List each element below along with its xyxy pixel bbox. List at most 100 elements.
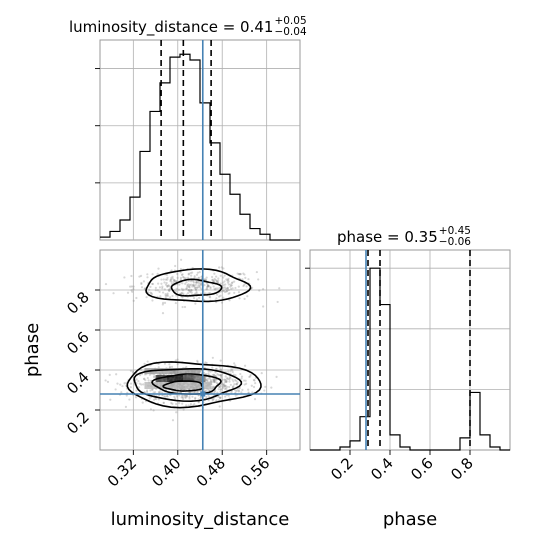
sample-point <box>192 284 195 287</box>
sample-point <box>228 385 231 389</box>
sample-point <box>164 395 167 398</box>
sample-point <box>248 375 251 379</box>
sample-point <box>231 386 235 389</box>
sample-point <box>278 287 281 290</box>
sample-point <box>169 278 172 281</box>
sample-point <box>237 291 241 294</box>
sample-point <box>219 274 222 277</box>
sample-point <box>246 295 249 298</box>
sample-point <box>189 290 192 294</box>
sample-point <box>205 282 209 285</box>
sample-point <box>162 291 165 294</box>
sample-point <box>234 374 237 377</box>
sample-point <box>185 404 188 407</box>
sample-point <box>180 258 183 261</box>
sample-point <box>123 382 126 385</box>
sample-point <box>219 374 223 377</box>
sample-point <box>192 281 196 284</box>
sample-point <box>191 271 194 274</box>
sample-point <box>167 284 170 287</box>
sample-point <box>173 279 176 282</box>
sample-point <box>171 275 174 278</box>
title-upper-error: +0.05 <box>274 15 306 27</box>
sample-point <box>227 283 230 286</box>
sample-point <box>227 277 230 280</box>
sample-point <box>219 294 222 297</box>
sample-point <box>193 391 196 394</box>
sample-point <box>206 286 209 289</box>
sample-point <box>157 267 160 270</box>
sample-point <box>178 394 181 397</box>
sample-point <box>238 297 241 300</box>
sample-point <box>186 395 189 398</box>
sample-point <box>168 289 171 292</box>
sample-point <box>168 365 172 368</box>
sample-point <box>204 278 208 281</box>
sample-point <box>227 292 230 295</box>
density-contour <box>145 268 252 303</box>
sample-point <box>181 395 184 398</box>
sample-point <box>165 394 169 398</box>
x-tick-label: 0.48 <box>193 454 229 490</box>
sample-point <box>198 296 201 299</box>
sample-point <box>196 359 199 362</box>
sample-point <box>169 279 172 283</box>
sample-point <box>211 380 214 384</box>
sample-point <box>227 289 230 292</box>
sample-point <box>125 394 128 397</box>
sample-point <box>253 398 257 401</box>
sample-point <box>168 363 171 366</box>
x-tick-label: 0.4 <box>367 454 397 484</box>
sample-point <box>195 273 199 276</box>
sample-point <box>196 390 200 393</box>
sample-point <box>189 391 192 394</box>
sample-point <box>196 391 199 394</box>
sample-point <box>154 286 157 289</box>
sample-point <box>139 274 143 277</box>
sample-point <box>203 284 206 287</box>
sample-point <box>240 377 243 380</box>
sample-point <box>215 279 218 283</box>
sample-point <box>249 375 252 378</box>
sample-point <box>190 274 193 277</box>
sample-point <box>182 275 185 279</box>
sample-point <box>132 287 135 291</box>
sample-point <box>151 282 155 286</box>
sample-point <box>185 394 188 398</box>
sample-point <box>135 378 138 381</box>
sample-point <box>162 278 165 281</box>
sample-point <box>186 292 190 295</box>
sample-point <box>194 288 198 291</box>
sample-point <box>236 381 239 384</box>
sample-point <box>247 388 250 391</box>
sample-point <box>221 385 224 388</box>
sample-point <box>219 368 222 371</box>
sample-point <box>230 284 233 287</box>
sample-point <box>209 286 212 289</box>
sample-point <box>189 280 193 283</box>
sample-point <box>231 385 234 389</box>
density-cell <box>183 375 195 382</box>
sample-point <box>145 390 149 394</box>
sample-point <box>193 276 196 279</box>
sample-point <box>178 402 181 405</box>
sample-point <box>174 359 177 362</box>
sample-point <box>244 379 247 382</box>
sample-point <box>185 366 188 369</box>
y-tick-label: 0.2 <box>63 408 93 438</box>
sample-point <box>188 286 191 289</box>
density-contour <box>126 361 262 409</box>
sample-point <box>213 379 216 382</box>
sample-point <box>218 405 221 408</box>
sample-point <box>195 292 198 295</box>
sample-point <box>215 280 218 283</box>
sample-point <box>199 282 202 285</box>
sample-point <box>208 377 211 380</box>
sample-point <box>130 285 134 288</box>
sample-point <box>191 391 194 394</box>
sample-point <box>237 390 240 393</box>
sample-point <box>153 376 156 379</box>
sample-point <box>162 401 165 404</box>
sample-point <box>194 286 197 289</box>
